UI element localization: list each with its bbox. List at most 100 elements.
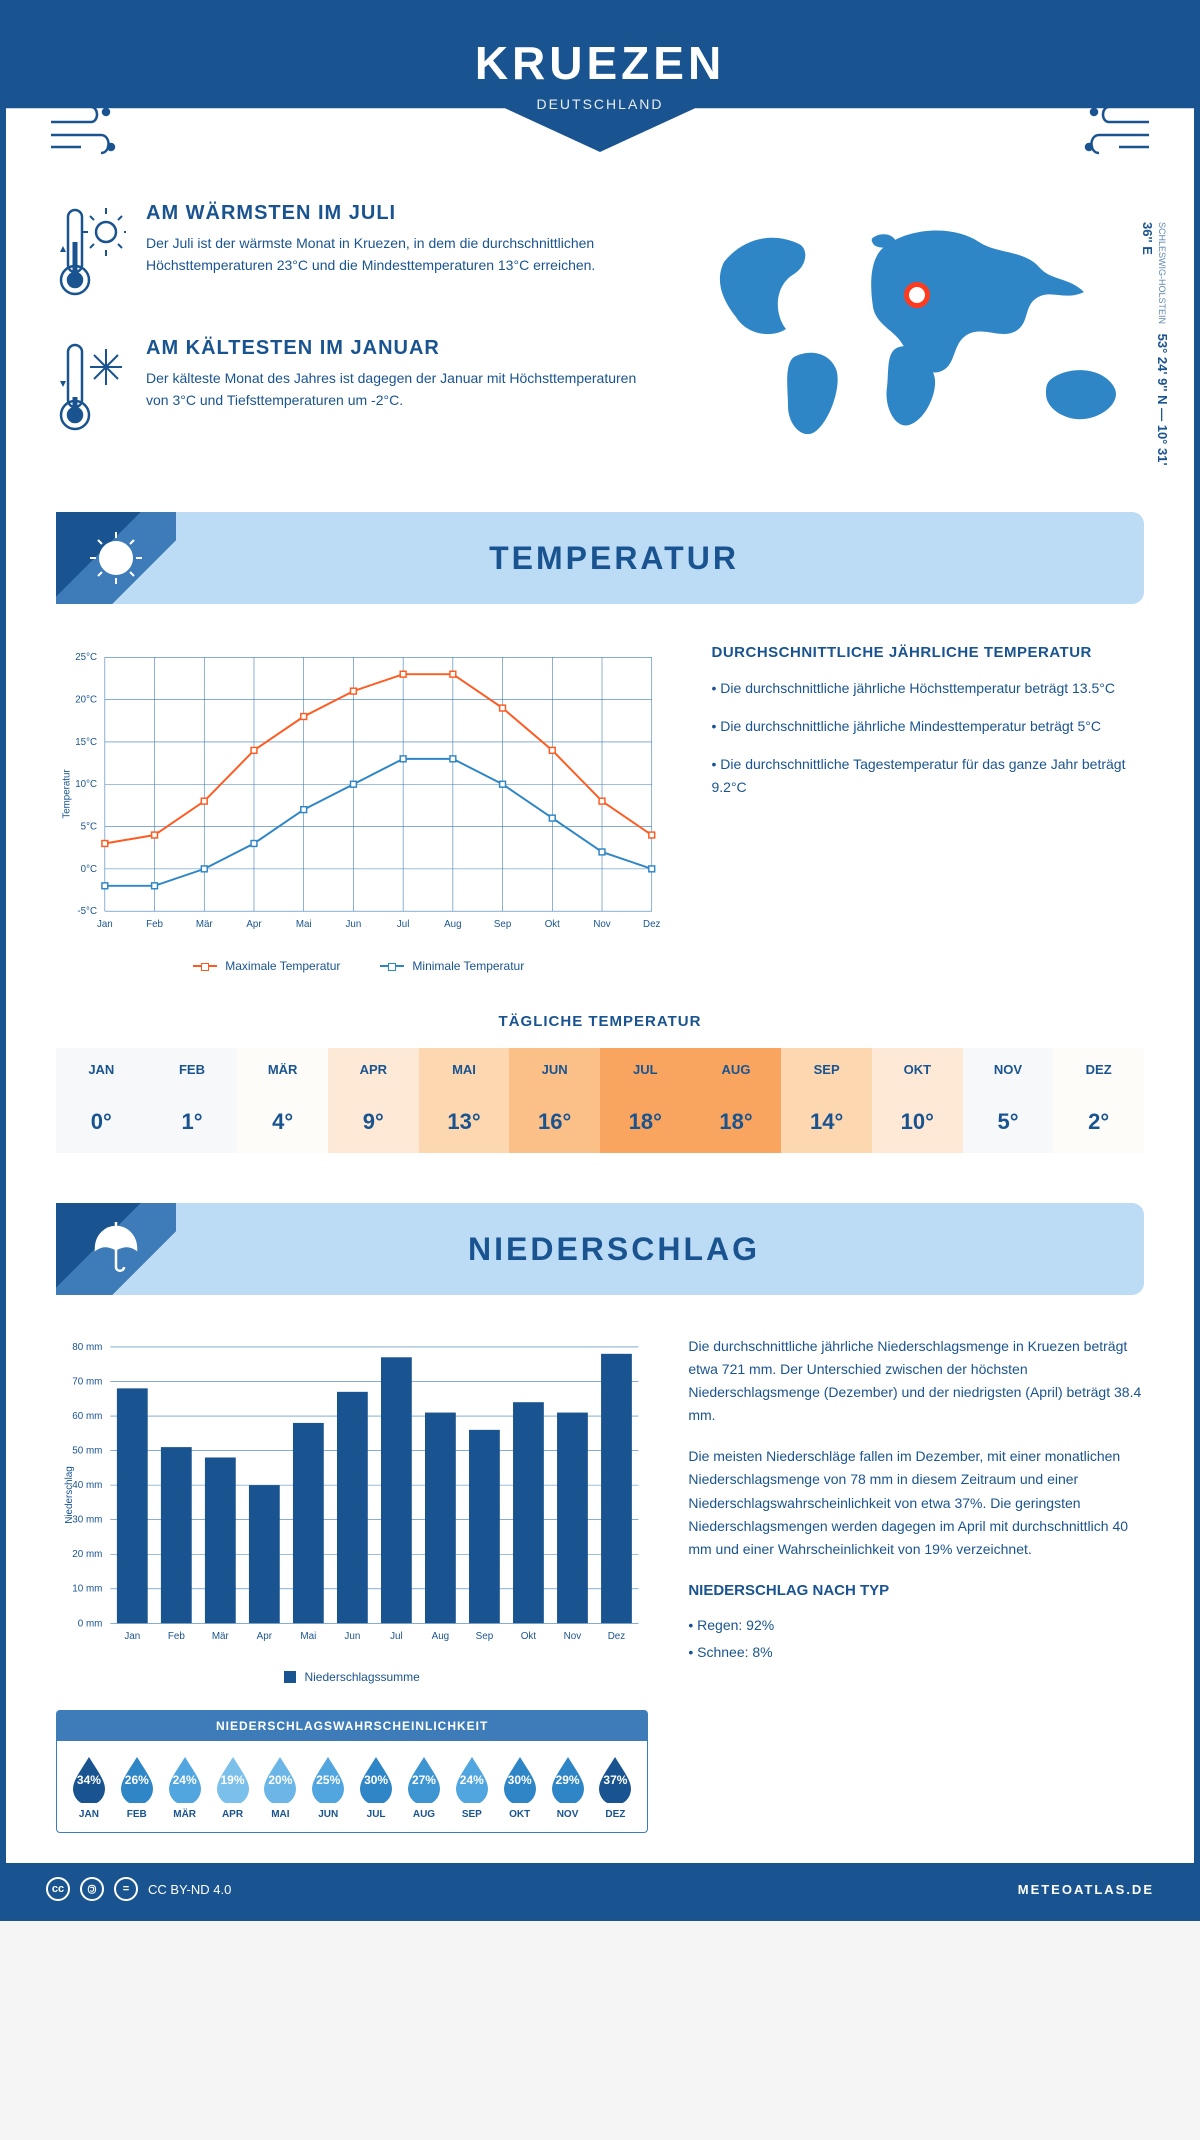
raindrop-icon: 26% (117, 1753, 157, 1803)
daily-month: DEZ (1053, 1048, 1144, 1091)
precip-left: 0 mm10 mm20 mm30 mm40 mm50 mm60 mm70 mm8… (56, 1335, 648, 1833)
daily-month: AUG (691, 1048, 782, 1091)
svg-text:5°C: 5°C (81, 821, 97, 832)
coldest-block: AM KÄLTESTEN IM JANUAR Der kälteste Mona… (56, 337, 644, 442)
prob-cell: 19% APR (209, 1753, 257, 1820)
daily-value: 16° (509, 1091, 600, 1153)
legend-min: Minimale Temperatur (412, 959, 524, 973)
by-icon: 🄯 (80, 1877, 104, 1901)
svg-text:Sep: Sep (476, 1631, 494, 1642)
daily-month: JUN (509, 1048, 600, 1091)
svg-text:Mai: Mai (296, 919, 312, 930)
prob-title: NIEDERSCHLAGSWAHRSCHEINLICHKEIT (57, 1711, 647, 1741)
daily-value: 2° (1053, 1091, 1144, 1153)
warmest-body: Der Juli ist der wärmste Monat in Krueze… (146, 233, 644, 276)
svg-text:40 mm: 40 mm (72, 1480, 102, 1491)
daily-value: 13° (419, 1091, 510, 1153)
header-banner: KRUEZEN DEUTSCHLAND (6, 6, 1194, 152)
svg-text:70 mm: 70 mm (72, 1376, 102, 1387)
svg-text:50 mm: 50 mm (72, 1446, 102, 1457)
daily-value: 5° (963, 1091, 1054, 1153)
legend-max: Maximale Temperatur (225, 959, 340, 973)
daily-value: 18° (600, 1091, 691, 1153)
intro-row: AM WÄRMSTEN IM JULI Der Juli ist der wär… (56, 202, 1144, 472)
daily-value: 18° (691, 1091, 782, 1153)
daily-month: OKT (872, 1048, 963, 1091)
cc-icon: cc (46, 1877, 70, 1901)
license-block: cc 🄯 = CC BY-ND 4.0 (46, 1877, 231, 1901)
warmest-title: AM WÄRMSTEN IM JULI (146, 202, 644, 225)
daily-value: 14° (781, 1091, 872, 1153)
wind-icon (46, 97, 136, 179)
section-title-temperature: TEMPERATUR (204, 540, 1024, 577)
prob-cell: 20% MAI (256, 1753, 304, 1820)
prob-cell: 29% NOV (544, 1753, 592, 1820)
raindrop-icon: 27% (404, 1753, 444, 1803)
precip-chart: 0 mm10 mm20 mm30 mm40 mm50 mm60 mm70 mm8… (56, 1335, 648, 1655)
daily-value: 9° (328, 1091, 419, 1153)
coldest-body: Der kälteste Monat des Jahres ist dagege… (146, 368, 644, 411)
svg-text:60 mm: 60 mm (72, 1411, 102, 1422)
svg-text:Apr: Apr (246, 919, 262, 930)
region-label: SCHLESWIG-HOLSTEIN (1157, 222, 1167, 324)
svg-text:Aug: Aug (444, 919, 461, 930)
warmest-block: AM WÄRMSTEN IM JULI Der Juli ist der wär… (56, 202, 644, 307)
page: KRUEZEN DEUTSCHLAND AM WÄRMSTEN IM JULI … (0, 0, 1200, 1921)
precip-p2: Die meisten Niederschläge fallen im Deze… (688, 1445, 1144, 1560)
precip-legend-label: Niederschlagssumme (304, 1670, 419, 1684)
prob-cell: 30% OKT (496, 1753, 544, 1820)
svg-text:Okt: Okt (521, 1631, 537, 1642)
prob-cell: 26% FEB (113, 1753, 161, 1820)
temp-fact-1: • Die durchschnittliche jährliche Höchst… (712, 677, 1145, 701)
svg-text:Niederschlag: Niederschlag (64, 1466, 75, 1524)
daily-month: NOV (963, 1048, 1054, 1091)
raindrop-icon: 29% (548, 1753, 588, 1803)
license-text: CC BY-ND 4.0 (148, 1882, 231, 1897)
raindrop-icon: 37% (595, 1753, 635, 1803)
svg-text:Aug: Aug (432, 1631, 450, 1642)
svg-text:Nov: Nov (564, 1631, 582, 1642)
svg-text:80 mm: 80 mm (72, 1342, 102, 1353)
temp-fact-3: • Die durchschnittliche Tagestemperatur … (712, 753, 1145, 801)
location-marker-icon (904, 282, 930, 308)
temperature-facts: DURCHSCHNITTLICHE JÄHRLICHE TEMPERATUR •… (712, 644, 1145, 973)
svg-text:Jun: Jun (346, 919, 362, 930)
city-name: KRUEZEN (6, 36, 1194, 90)
svg-text:Nov: Nov (593, 919, 610, 930)
temp-legend: Maximale Temperatur Minimale Temperatur (56, 959, 662, 973)
daily-month: JUL (600, 1048, 691, 1091)
svg-text:-5°C: -5°C (77, 906, 97, 917)
precip-type-2: • Schnee: 8% (688, 1641, 1144, 1664)
temp-facts-title: DURCHSCHNITTLICHE JÄHRLICHE TEMPERATUR (712, 644, 1145, 661)
daily-value: 1° (147, 1091, 238, 1153)
raindrop-icon: 25% (308, 1753, 348, 1803)
svg-text:Okt: Okt (545, 919, 560, 930)
daily-month: MAI (419, 1048, 510, 1091)
precip-type-title: NIEDERSCHLAG NACH TYP (688, 1579, 1144, 1604)
prob-cell: 24% SEP (448, 1753, 496, 1820)
svg-text:Mär: Mär (196, 919, 214, 930)
daily-month: APR (328, 1048, 419, 1091)
prob-cell: 24% MÄR (161, 1753, 209, 1820)
svg-text:Jul: Jul (397, 919, 409, 930)
svg-text:10°C: 10°C (75, 779, 97, 790)
raindrop-icon: 19% (213, 1753, 253, 1803)
svg-text:Temperatur: Temperatur (62, 769, 73, 819)
precip-p1: Die durchschnittliche jährliche Niedersc… (688, 1335, 1144, 1427)
temperature-chart: -5°C0°C5°C10°C15°C20°C25°CJanFebMärAprMa… (56, 644, 662, 973)
main-content: AM WÄRMSTEN IM JULI Der Juli ist der wär… (6, 172, 1194, 1863)
precip-type-1: • Regen: 92% (688, 1614, 1144, 1637)
svg-text:0 mm: 0 mm (78, 1618, 103, 1629)
svg-text:Jul: Jul (390, 1631, 403, 1642)
svg-text:0°C: 0°C (81, 864, 97, 875)
precip-text: Die durchschnittliche jährliche Niedersc… (688, 1335, 1144, 1833)
svg-text:Apr: Apr (257, 1631, 273, 1642)
brand-name: METEOATLAS.DE (1018, 1882, 1154, 1897)
temperature-row: -5°C0°C5°C10°C15°C20°C25°CJanFebMärAprMa… (56, 644, 1144, 973)
svg-text:Mär: Mär (212, 1631, 230, 1642)
svg-text:Dez: Dez (608, 1631, 626, 1642)
prob-cell: 30% JUL (352, 1753, 400, 1820)
svg-text:20 mm: 20 mm (72, 1549, 102, 1560)
country-name: DEUTSCHLAND (6, 96, 1194, 112)
nd-icon: = (114, 1877, 138, 1901)
